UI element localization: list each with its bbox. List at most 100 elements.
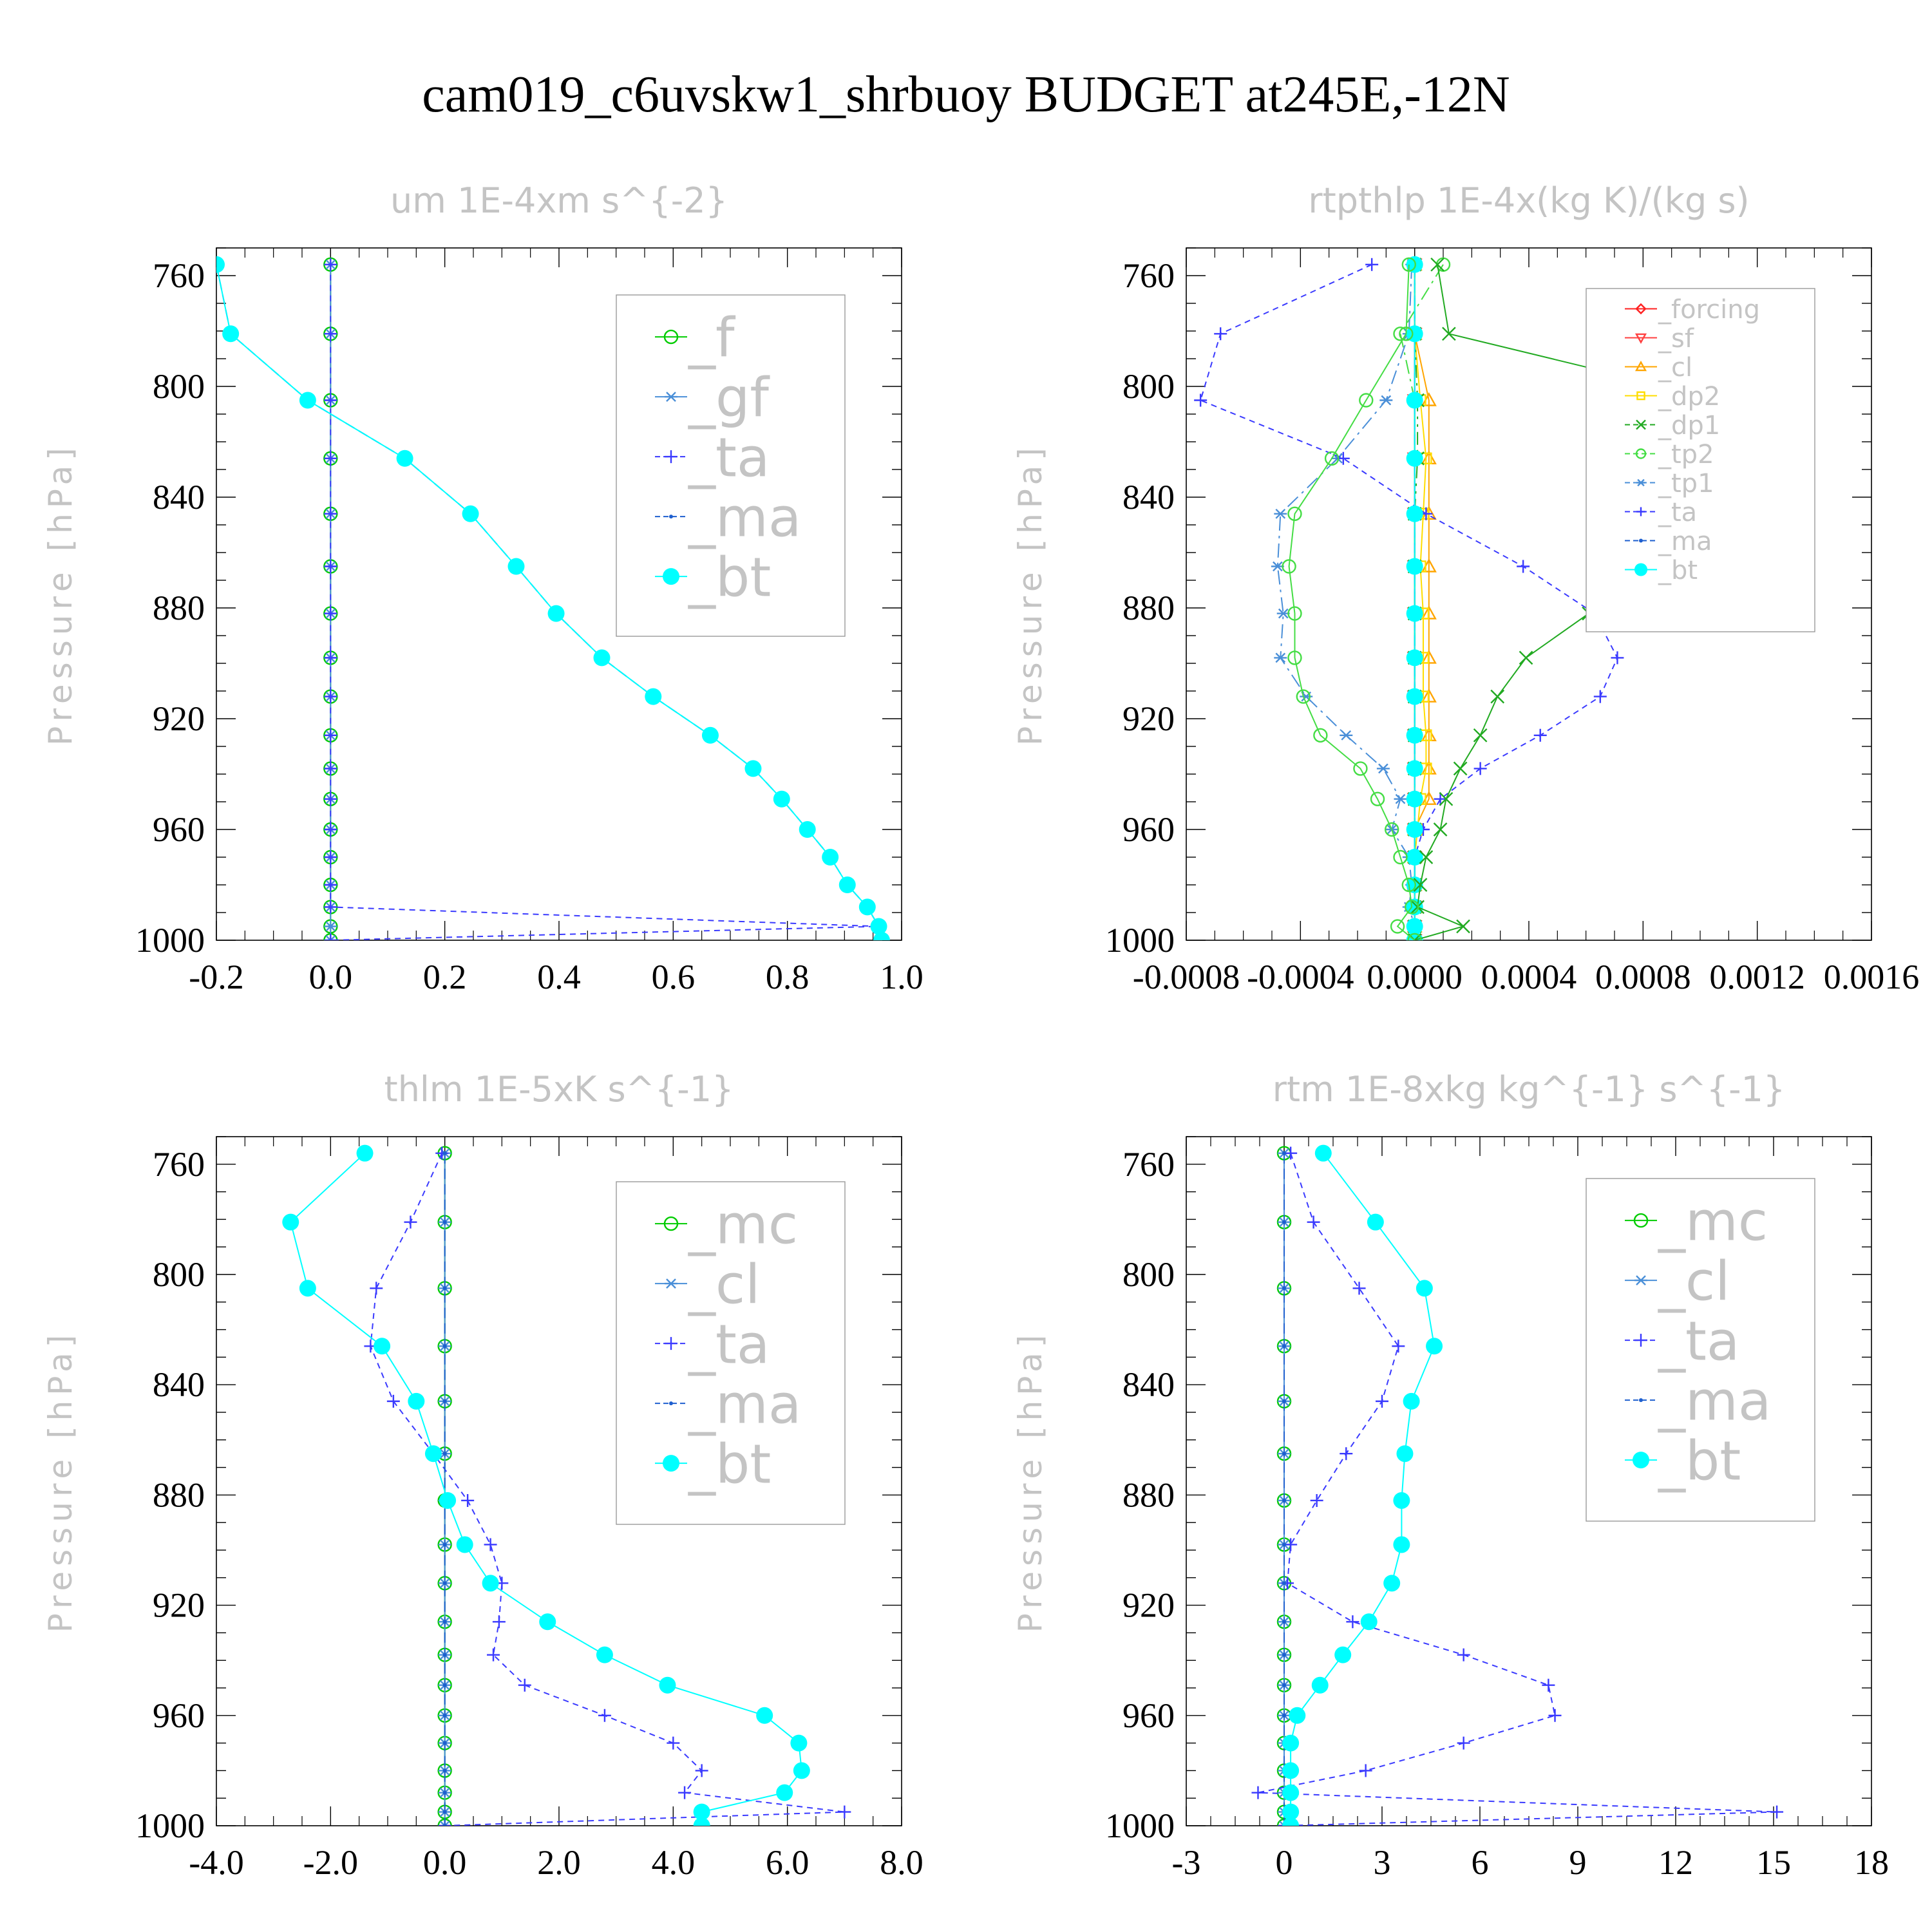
y-tick-label: 960: [153, 1696, 205, 1735]
data-point: [1473, 728, 1488, 743]
data-point: [1399, 327, 1414, 341]
legend-box: [616, 1181, 846, 1525]
legend: _mc_cl_ta_ma_bt: [616, 1181, 846, 1525]
data-point: [1406, 688, 1423, 705]
data-point: [324, 792, 337, 806]
legend-marker: [665, 1278, 677, 1289]
data-point: [408, 1392, 425, 1410]
data-point: [1434, 792, 1447, 806]
data-point: [324, 934, 337, 940]
x-tick-label: 0.6: [652, 958, 696, 996]
y-tick-label: 960: [153, 810, 205, 849]
data-point: [1282, 1399, 1286, 1403]
chart-panel-4: rtm 1E-8xkg kg^{-1} s^{-1} Pressure [hPa]…: [1012, 1069, 1889, 1882]
data-point: [1376, 763, 1390, 774]
data-point: [1310, 1493, 1323, 1507]
data-point: [659, 1676, 676, 1694]
data-point: [1407, 933, 1422, 940]
data-point: [1426, 1338, 1443, 1355]
legend-marker: [1634, 333, 1647, 344]
legend-marker: [663, 568, 679, 585]
y-tick-label: 840: [1122, 1365, 1175, 1404]
data-point: [838, 1805, 851, 1819]
data-point: [1334, 1646, 1352, 1663]
x-tick-label: 1.0: [880, 958, 923, 996]
y-tick-label: 760: [153, 256, 205, 295]
data-point: [324, 560, 337, 573]
data-point: [1457, 1736, 1470, 1750]
data-point: [1282, 1151, 1286, 1155]
data-point: [1416, 1280, 1433, 1297]
y-tick-label: 880: [1122, 589, 1175, 627]
data-point: [324, 607, 337, 620]
y-tick-label: 760: [153, 1145, 205, 1184]
data-point: [299, 1280, 316, 1297]
data-point: [324, 651, 337, 665]
legend-marker: [1636, 507, 1645, 516]
data-point: [456, 1536, 473, 1553]
legend: _f_gf_ta_ma_bt: [616, 294, 846, 637]
data-point: [1393, 1492, 1410, 1509]
data-point: [1324, 451, 1340, 466]
legend-entry: _bt: [688, 1432, 771, 1495]
legend-marker: [663, 329, 679, 345]
data-point: [1282, 1542, 1286, 1547]
legend-marker: [1636, 391, 1645, 401]
data-point: [1282, 559, 1296, 574]
data-point: [1405, 900, 1419, 914]
data-point: [424, 1445, 442, 1463]
legend-entry: _dp2: [1658, 382, 1720, 412]
data-point: [1406, 760, 1423, 777]
data-point: [1282, 1784, 1300, 1801]
data-point: [1370, 791, 1385, 806]
series-line: [1258, 1153, 1777, 1826]
chart-panel-3: thlm 1E-5xK s^{-1} Pressure [hPa] 760 800 84…: [42, 1069, 923, 1882]
data-point: [1401, 257, 1417, 272]
legend-marker: [669, 1401, 673, 1406]
data-point: [492, 1615, 506, 1629]
data-point: [645, 688, 662, 705]
y-tick-label: 840: [153, 1365, 205, 1404]
data-point: [1360, 1613, 1378, 1631]
data-point: [1311, 1676, 1329, 1694]
x-tick-label: 6.0: [766, 1843, 810, 1882]
data-point: [518, 1678, 531, 1692]
data-point: [484, 1538, 497, 1551]
series-group: [282, 1144, 851, 1826]
legend: _mc_cl_ta_ma_bt: [1586, 1178, 1815, 1522]
data-point: [1442, 327, 1456, 341]
legend-marker: [1636, 478, 1645, 487]
legend-marker: [1634, 1275, 1647, 1285]
legend-marker: [665, 450, 677, 464]
data-point: [1406, 392, 1423, 409]
legend-marker: [1635, 303, 1647, 315]
y-tick-label: 960: [1122, 810, 1175, 849]
x-tick-label: 18: [1854, 1843, 1889, 1882]
legend-box: [616, 294, 846, 637]
data-point: [1352, 1282, 1366, 1295]
y-tick-label: 840: [1122, 478, 1175, 516]
data-point: [324, 393, 337, 407]
data-point: [442, 1452, 447, 1456]
data-point: [1542, 1678, 1555, 1692]
legend-entry: _bt: [1658, 1429, 1741, 1492]
data-point: [773, 790, 790, 808]
y-tick-label: 1000: [1105, 1806, 1175, 1845]
data-point: [547, 605, 565, 622]
y-tick-label: 760: [1122, 256, 1175, 295]
x-tick-label: 0.0008: [1595, 958, 1691, 996]
data-point: [695, 1764, 708, 1777]
data-point: [442, 1653, 447, 1657]
x-tick-label: 0: [1276, 1843, 1293, 1882]
data-point: [1274, 508, 1287, 519]
data-point: [1406, 450, 1423, 467]
data-point: [1406, 898, 1423, 916]
data-point: [1282, 1713, 1286, 1718]
data-point: [1289, 1707, 1306, 1724]
data-point: [442, 1542, 447, 1547]
panel-title: rtm 1E-8xkg kg^{-1} s^{-1}: [1273, 1069, 1786, 1110]
data-point: [1392, 1340, 1405, 1353]
legend-entry: _bt: [1658, 556, 1698, 585]
series-line: [1290, 1153, 1435, 1826]
